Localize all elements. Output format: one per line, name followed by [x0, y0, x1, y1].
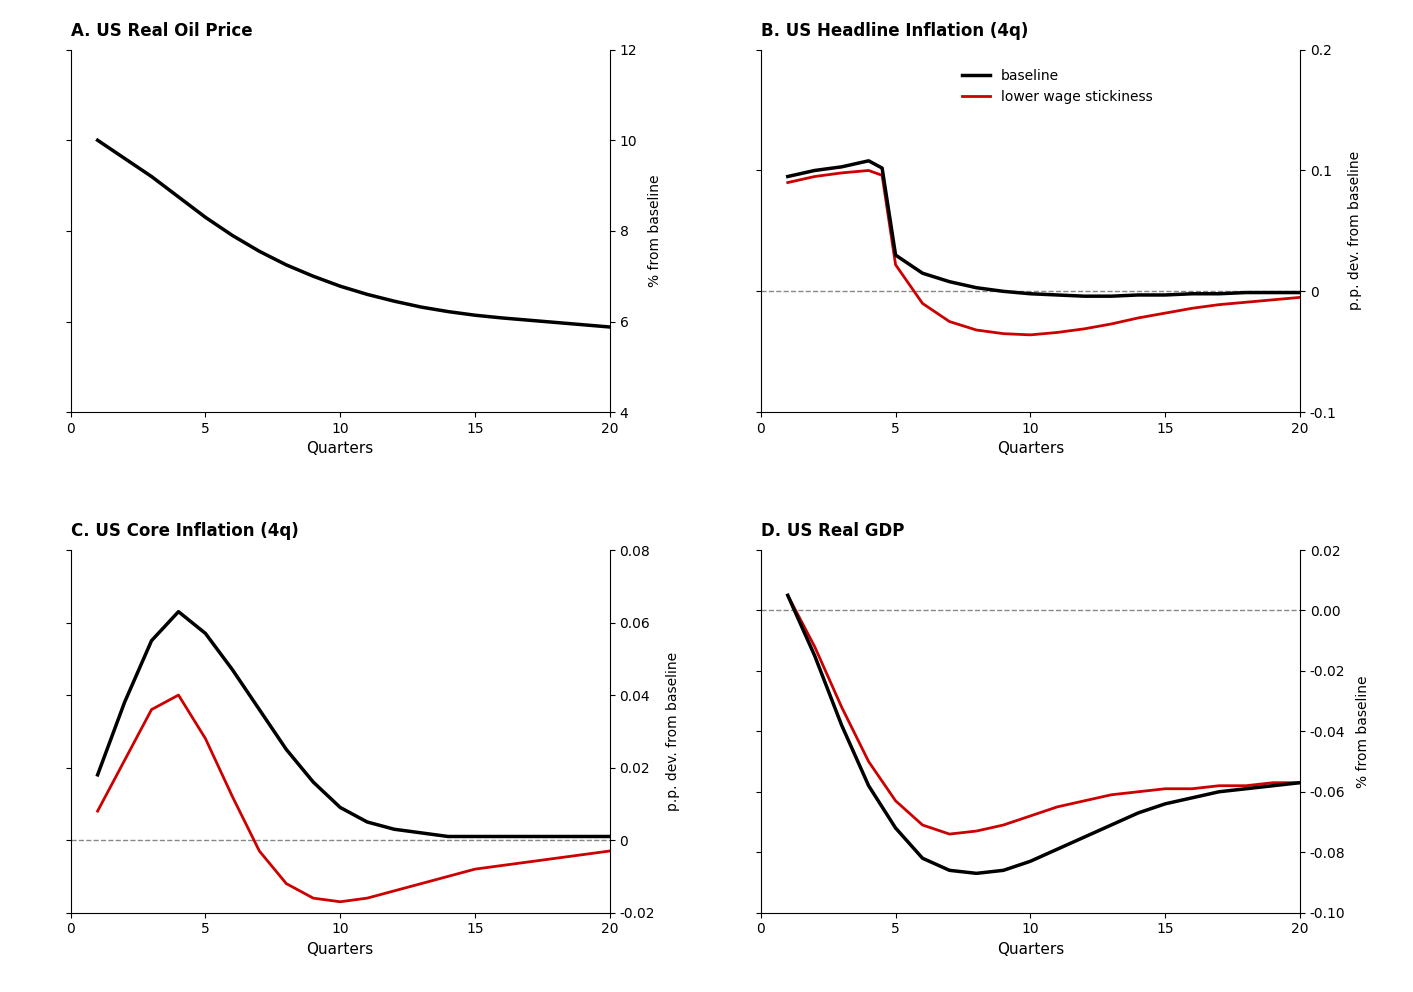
- Text: A. US Real Oil Price: A. US Real Oil Price: [71, 22, 253, 40]
- Y-axis label: p.p. dev. from baseline: p.p. dev. from baseline: [1348, 152, 1362, 310]
- Y-axis label: % from baseline: % from baseline: [649, 175, 663, 287]
- Legend: baseline, lower wage stickiness: baseline, lower wage stickiness: [957, 63, 1159, 110]
- Y-axis label: % from baseline: % from baseline: [1356, 676, 1371, 788]
- X-axis label: Quarters: Quarters: [307, 942, 374, 957]
- Text: D. US Real GDP: D. US Real GDP: [760, 522, 904, 540]
- Y-axis label: p.p. dev. from baseline: p.p. dev. from baseline: [666, 652, 680, 810]
- Text: B. US Headline Inflation (4q): B. US Headline Inflation (4q): [760, 22, 1029, 40]
- Text: C. US Core Inflation (4q): C. US Core Inflation (4q): [71, 522, 298, 540]
- X-axis label: Quarters: Quarters: [996, 441, 1064, 456]
- X-axis label: Quarters: Quarters: [307, 441, 374, 456]
- X-axis label: Quarters: Quarters: [996, 942, 1064, 957]
